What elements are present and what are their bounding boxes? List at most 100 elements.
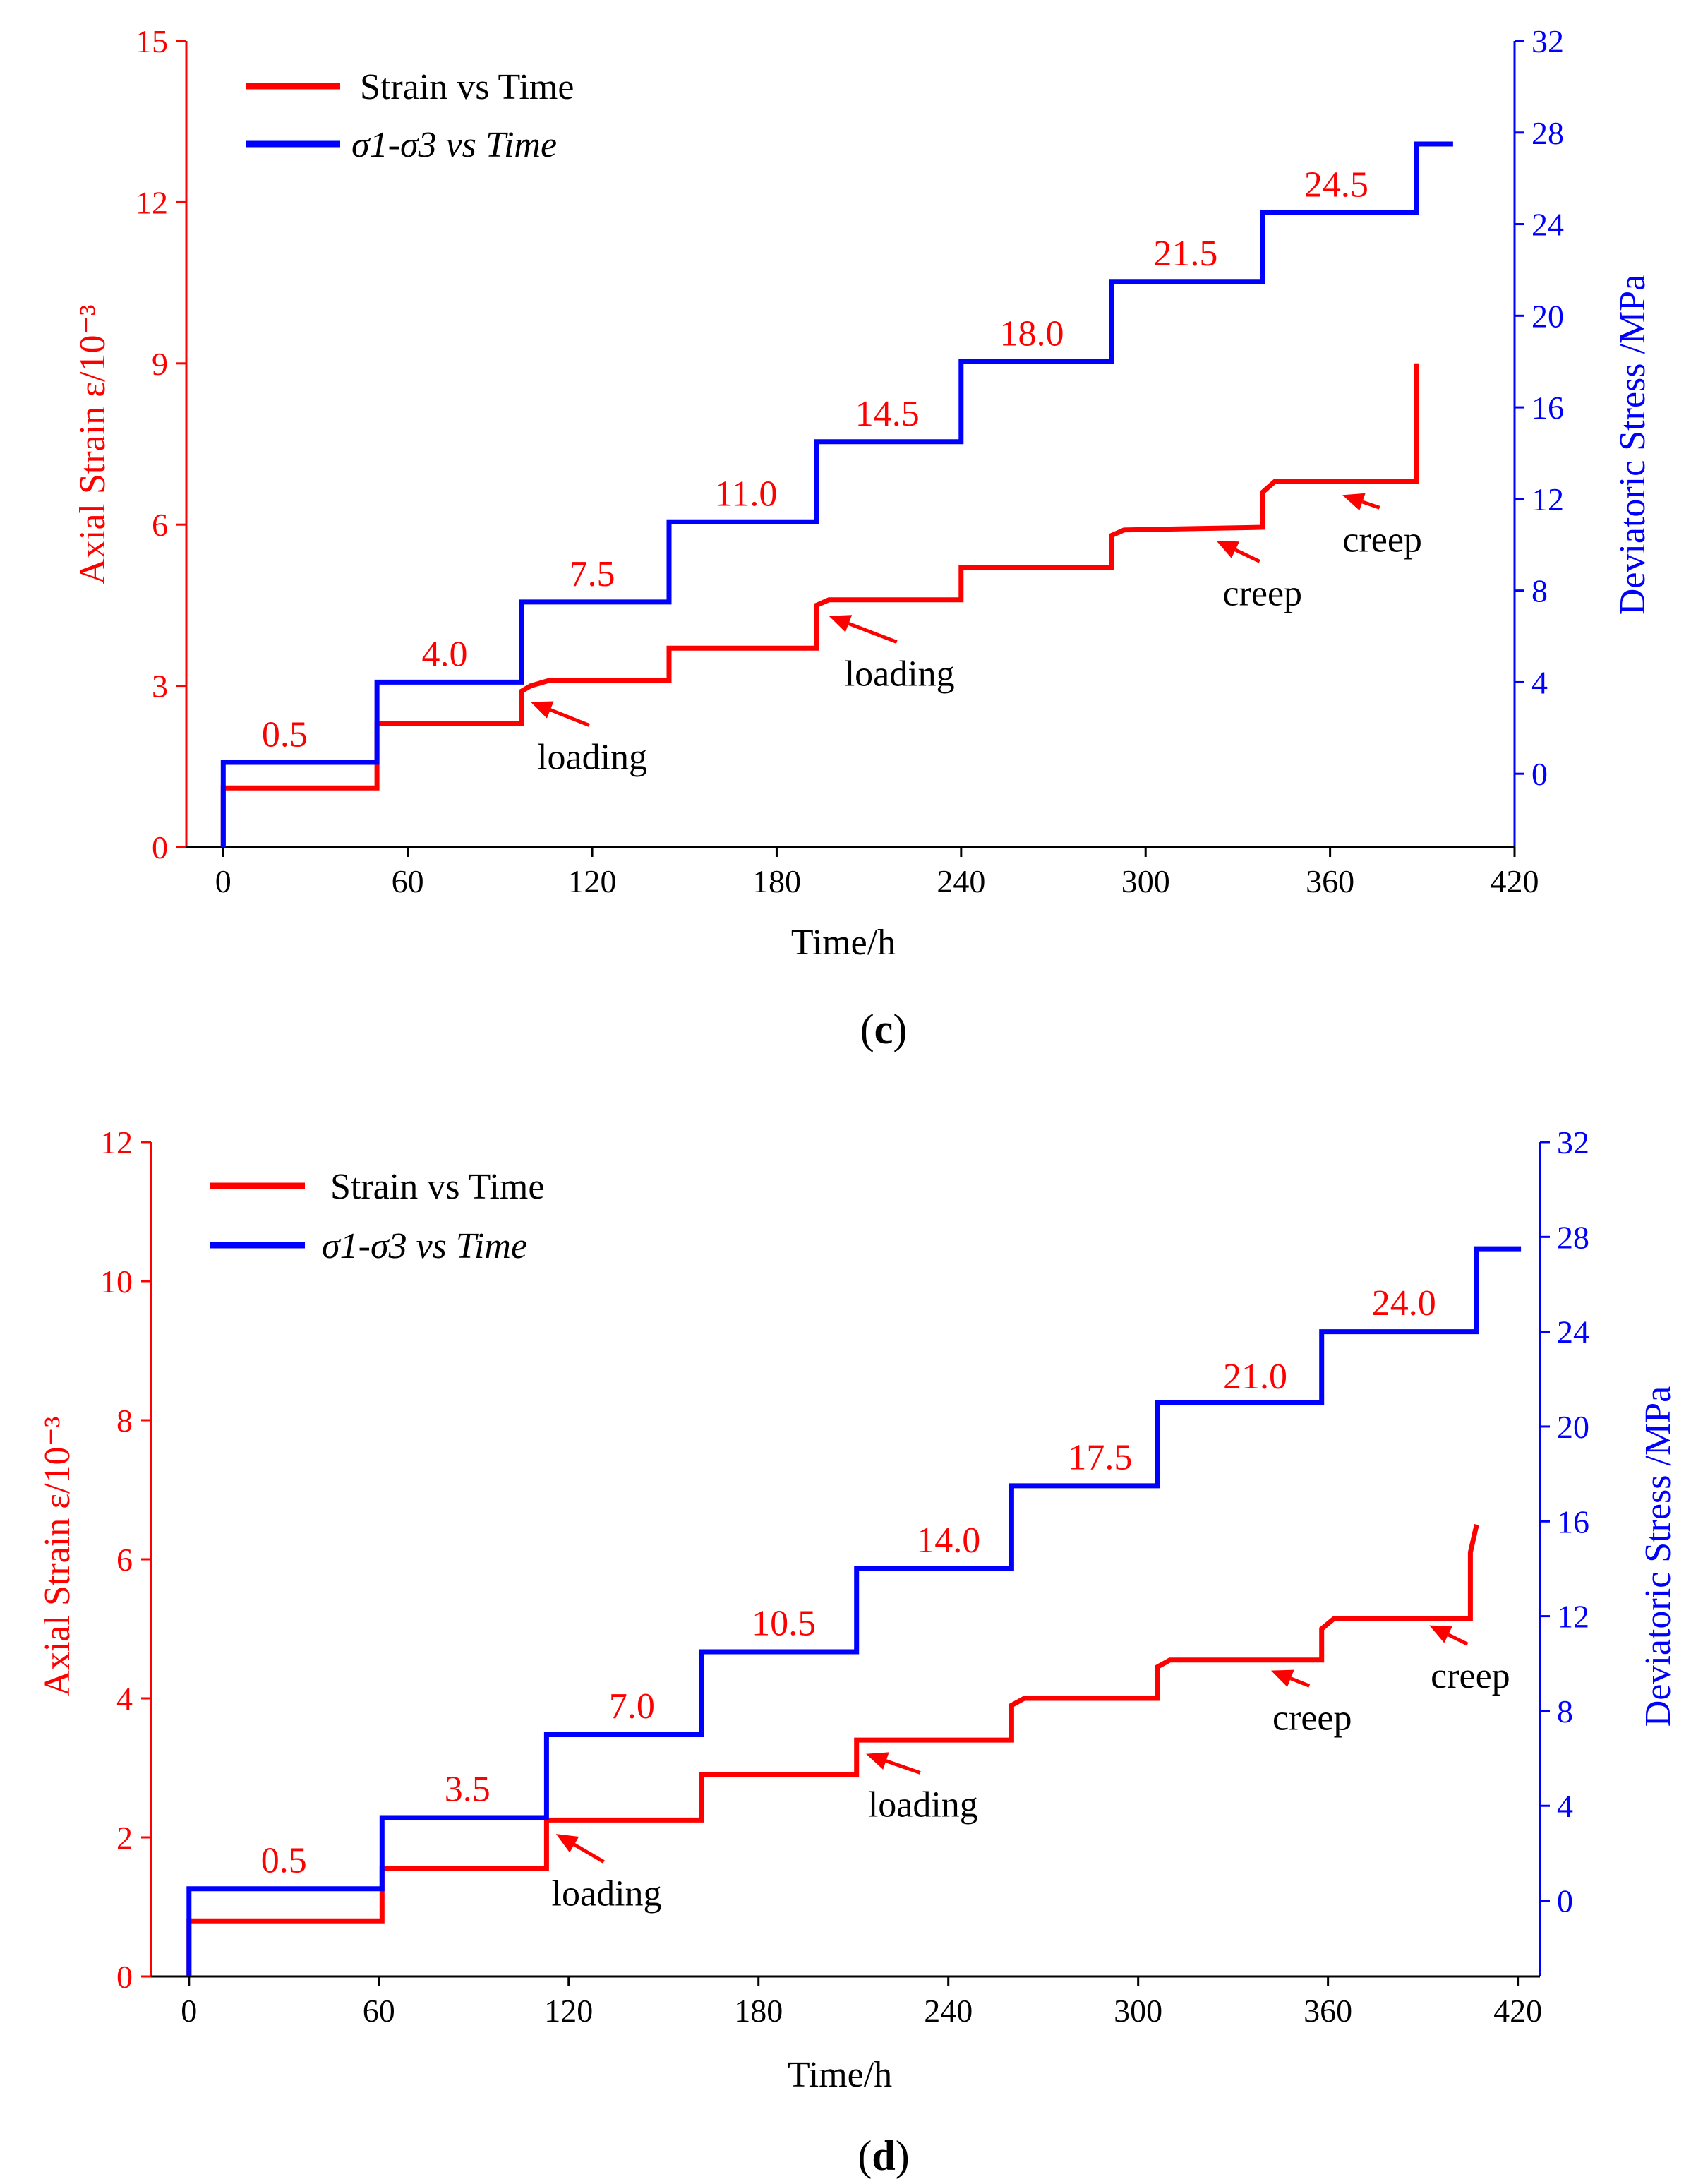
x-tick-label: 60: [363, 1993, 395, 2029]
panel-label-d: (d): [857, 2132, 909, 2179]
x-tick-label: 240: [924, 1993, 973, 2029]
stress-step-label: 24.0: [1372, 1283, 1436, 1324]
stress-step-label: 7.5: [570, 554, 615, 594]
y-left-tick-label: 9: [152, 346, 168, 382]
annotation-label: loading: [868, 1784, 978, 1825]
annotation-arrow-head: [1216, 541, 1240, 558]
stress-step-label: 4.0: [421, 635, 467, 675]
y-right-tick-label: 0: [1531, 756, 1548, 792]
annotation-label: creep: [1342, 520, 1422, 560]
legend-stress-label: σ1-σ3 vs Time: [322, 1226, 527, 1266]
annotation-arrow-head: [555, 1834, 579, 1853]
stress-step-label: 10.5: [752, 1603, 816, 1643]
y-right-tick-label: 16: [1557, 1504, 1589, 1540]
x-tick-label: 180: [734, 1993, 783, 2029]
y-right-tick-label: 28: [1531, 115, 1564, 151]
x-axis-title: Time/h: [791, 923, 896, 963]
stress-step-label: 7.0: [609, 1686, 655, 1727]
annotation-arrow-shaft: [549, 708, 590, 727]
y-right-tick-label: 0: [1557, 1883, 1573, 1919]
x-tick-label: 300: [1121, 863, 1170, 899]
series-stress-line: [186, 1246, 1522, 1976]
y-right-tick-label: 20: [1531, 298, 1564, 334]
x-tick-label: 360: [1304, 1993, 1352, 2029]
y-left-tick-label: 8: [116, 1403, 133, 1439]
series-strain-line: [186, 1524, 1479, 1976]
x-tick-label: 120: [544, 1993, 593, 2029]
stress-step-label: 14.0: [916, 1520, 980, 1561]
annotation-label: loading: [552, 1874, 662, 1914]
annotation-label: creep: [1272, 1698, 1352, 1738]
legend-strain-label: Strain vs Time: [330, 1167, 544, 1207]
y-right-tick-label: 12: [1557, 1599, 1589, 1635]
annotation-label: loading: [537, 738, 647, 778]
stress-step-label: 0.5: [261, 1840, 307, 1880]
right-axis-title: Deviatoric Stress /MPa: [1638, 1386, 1678, 1727]
annotation-arrow-head: [530, 701, 554, 719]
x-tick-label: 180: [752, 863, 801, 899]
y-left-tick-label: 12: [136, 184, 168, 220]
x-tick-label: 420: [1493, 1993, 1542, 2029]
y-right-tick-label: 28: [1557, 1219, 1589, 1255]
y-left-tick-label: 0: [152, 829, 168, 865]
panel-d: 0 60 120 180 240 300 360 420 0 24 6 8 10 12 0 4 8 12 16 2…: [37, 1124, 1678, 2179]
annotation-arrow-shaft: [1234, 548, 1260, 563]
x-tick-label: 300: [1114, 1993, 1162, 2029]
panel-label-c: (c): [860, 1006, 908, 1052]
stress-step-label: 17.5: [1068, 1437, 1132, 1477]
annotation-arrow-shaft: [1361, 500, 1380, 510]
panel-c: 0 60 120 180 240 300 360 420 0 3 6 9 12 15 0 4 8 12 16 20…: [73, 23, 1653, 1052]
right-axis-title: Deviatoric Stress /MPa: [1613, 275, 1653, 615]
y-right-tick-label: 20: [1557, 1409, 1589, 1445]
x-tick-label: 60: [392, 863, 424, 899]
x-tick-label: 420: [1491, 863, 1539, 899]
left-axis-title: Axial Strain ε/10⁻³: [37, 1416, 78, 1696]
annotation-arrow-shaft: [573, 1843, 605, 1864]
y-left-tick-label: 3: [152, 668, 168, 704]
y-right-tick-label: 12: [1531, 481, 1564, 517]
annotation-label: loading: [845, 654, 955, 695]
y-left-tick-label: 4: [116, 1681, 133, 1717]
y-left-tick-label: 10: [100, 1264, 133, 1300]
series-strain-line: [220, 363, 1419, 847]
annotation-arrow-head: [1429, 1625, 1452, 1643]
left-axis-title: Axial Strain ε/10⁻³: [73, 304, 113, 584]
y-right-tick-label: 16: [1531, 390, 1564, 426]
stress-step-label: 18.0: [1000, 313, 1064, 354]
annotation-label: creep: [1222, 573, 1302, 613]
y-right-tick-label: 4: [1531, 664, 1548, 700]
legend: Strain vs Time σ1-σ3 vs Time: [210, 1167, 544, 1266]
y-right-tick-label: 32: [1531, 23, 1564, 59]
series-stress-line: [220, 141, 1453, 847]
y-left-tick-label: 2: [116, 1820, 133, 1856]
legend: Strain vs Time σ1-σ3 vs Time: [246, 67, 574, 165]
y-left-tick-label: 6: [152, 507, 168, 543]
x-tick-label: 360: [1306, 863, 1354, 899]
stress-step-label: 3.5: [445, 1770, 491, 1810]
annotation-arrow-shaft: [1289, 1676, 1311, 1688]
y-left-tick-label: 12: [100, 1124, 133, 1160]
y-left-tick-label: 15: [136, 23, 168, 59]
annotation-arrow-shaft: [848, 622, 898, 644]
y-right-tick-label: 8: [1557, 1693, 1573, 1729]
annotation-arrow-shaft: [885, 1759, 921, 1775]
y-right-tick-label: 32: [1557, 1124, 1589, 1160]
stress-step-label: 21.5: [1153, 234, 1217, 274]
x-tick-label: 0: [215, 863, 231, 899]
annotation-arrow-shaft: [1447, 1633, 1469, 1646]
x-tick-label: 0: [181, 1993, 197, 2029]
stress-step-label: 24.5: [1304, 165, 1368, 205]
legend-strain-label: Strain vs Time: [360, 67, 574, 107]
y-left-tick-label: 6: [116, 1542, 133, 1578]
y-left-tick-label: 0: [116, 1959, 133, 1995]
y-right-tick-label: 24: [1557, 1314, 1589, 1350]
y-right-tick-label: 8: [1531, 573, 1548, 609]
stress-step-label: 14.5: [855, 394, 920, 434]
annotation-arrow-head: [1342, 493, 1366, 511]
x-axis-title: Time/h: [788, 2055, 892, 2095]
x-tick-label: 240: [937, 863, 985, 899]
legend-stress-label: σ1-σ3 vs Time: [351, 125, 557, 165]
x-tick-label: 120: [568, 863, 617, 899]
annotation-arrow-head: [829, 615, 853, 632]
